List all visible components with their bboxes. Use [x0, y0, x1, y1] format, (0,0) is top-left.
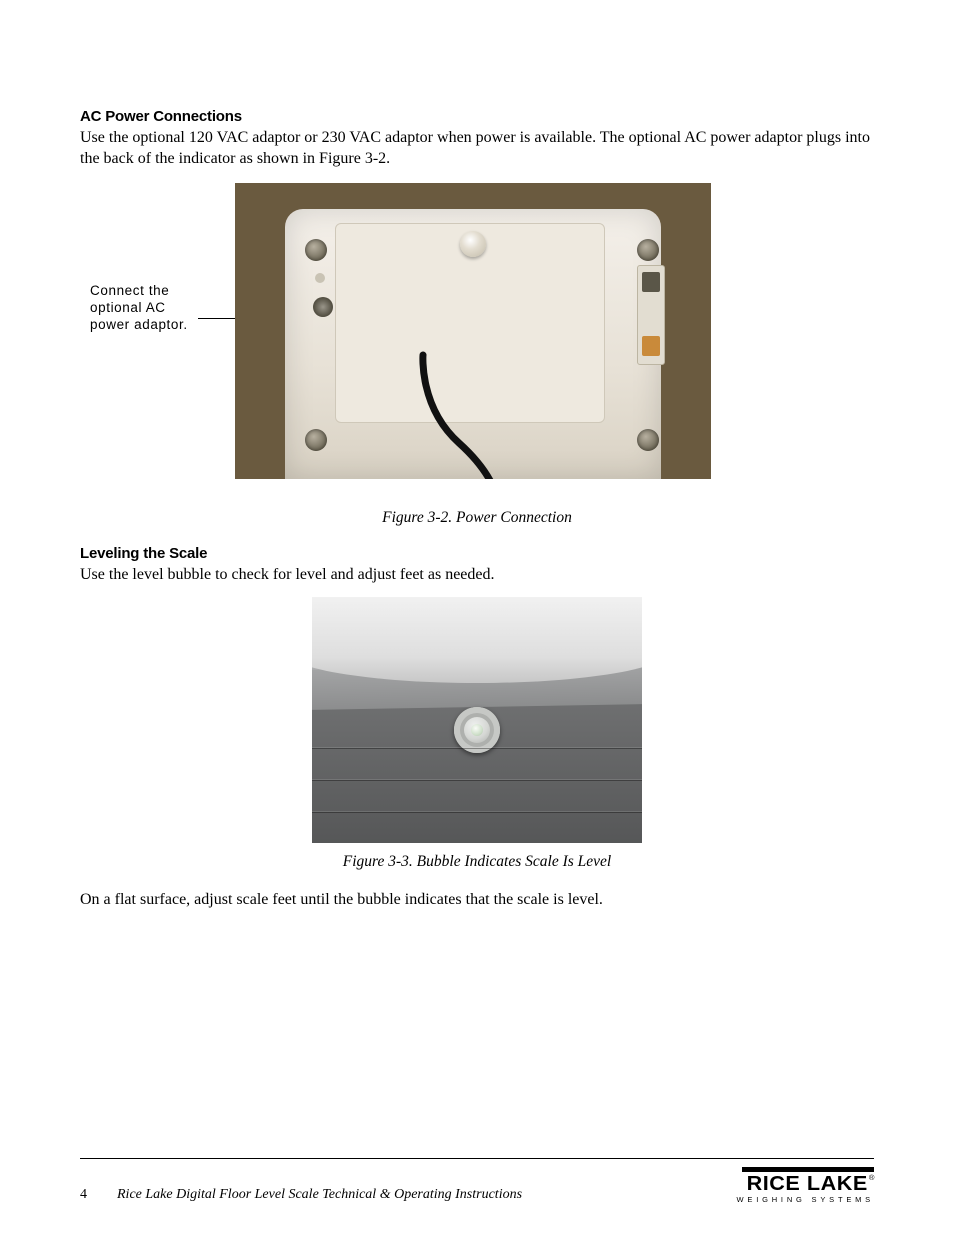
mount-bolt-icon — [460, 231, 486, 257]
paragraph-leveling: Use the level bubble to check for level … — [80, 564, 874, 585]
ridge-line — [312, 812, 642, 813]
paragraph-ac-power: Use the optional 120 VAC adaptor or 230 … — [80, 127, 874, 169]
ridge-line — [312, 780, 642, 781]
callout-ac-adaptor: Connect the optional AC power adaptor. — [90, 283, 198, 334]
scale-deck — [312, 597, 642, 683]
photo-indicator-back — [235, 183, 711, 479]
heading-ac-power: AC Power Connections — [80, 108, 874, 125]
paragraph-level-instruction: On a flat surface, adjust scale feet unt… — [80, 889, 874, 910]
page-footer: 4 Rice Lake Digital Floor Level Scale Te… — [80, 1158, 874, 1204]
rj-port-icon — [642, 336, 660, 356]
cable-icon — [413, 347, 583, 479]
page-number: 4 — [80, 1187, 87, 1203]
photo-level-bubble — [312, 597, 642, 843]
logo-bar-icon — [742, 1167, 874, 1172]
rice-lake-logo: RICE LAKE® WEIGHING SYSTEMS — [737, 1167, 874, 1204]
caption-figure-3-3: Figure 3-3. Bubble Indicates Scale Is Le… — [80, 853, 874, 871]
ridge-line — [312, 748, 642, 749]
rj-port-icon — [642, 272, 660, 292]
logo-tagline: WEIGHING SYSTEMS — [737, 1196, 874, 1204]
registered-mark-icon: ® — [869, 1175, 875, 1182]
figure-power-connection: Connect the optional AC power adaptor. — [80, 183, 874, 483]
footer-doc-title: Rice Lake Digital Floor Level Scale Tech… — [117, 1187, 522, 1203]
logo-wordmark: RICE LAKE® — [747, 1174, 874, 1194]
connector-box — [637, 265, 665, 365]
logo-text: RICE LAKE — [747, 1173, 868, 1195]
caption-figure-3-2: Figure 3-2. Power Connection — [80, 509, 874, 527]
heading-leveling: Leveling the Scale — [80, 545, 874, 562]
figure-bubble-level — [80, 597, 874, 843]
footer-rule — [80, 1158, 874, 1159]
